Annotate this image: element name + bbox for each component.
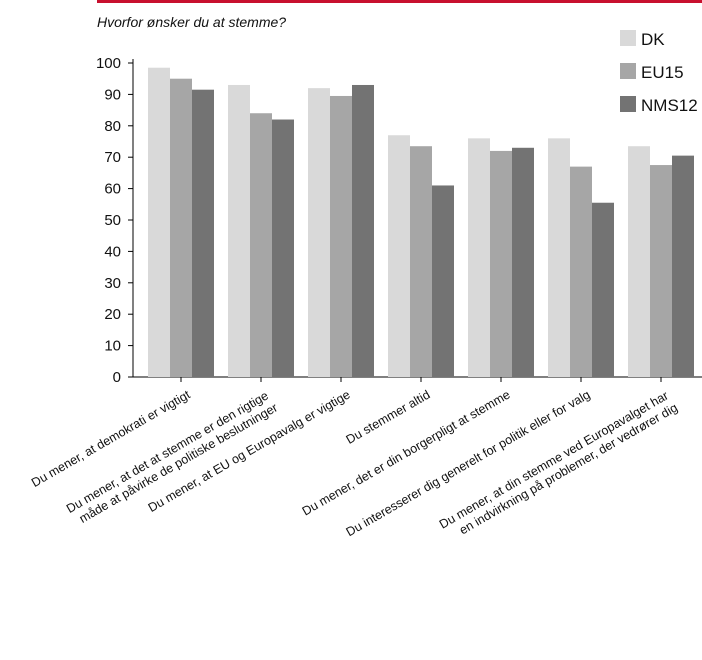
bar [570, 166, 592, 377]
bar [352, 84, 374, 377]
bar [170, 78, 192, 377]
bar [468, 138, 490, 377]
y-tick-label: 30 [104, 275, 121, 292]
legend-label: EU15 [641, 63, 684, 82]
bar [628, 146, 650, 377]
legend-label: NMS12 [641, 96, 698, 115]
bar [548, 138, 570, 377]
bar [512, 147, 534, 377]
y-tick-label: 0 [113, 369, 121, 386]
bar [650, 165, 672, 377]
y-tick-label: 50 [104, 212, 121, 229]
legend-swatch [620, 63, 636, 79]
bar [432, 185, 454, 377]
bar [410, 146, 432, 377]
top-rule [97, 0, 702, 3]
bar [250, 113, 272, 378]
bar [148, 67, 170, 378]
legend-swatch [620, 30, 636, 46]
bar [490, 150, 512, 377]
bar [592, 202, 614, 377]
y-tick-label: 10 [104, 338, 121, 355]
bar [308, 88, 330, 378]
y-tick-label: 40 [104, 243, 121, 260]
bar [228, 84, 250, 377]
y-tick-label: 20 [104, 306, 121, 323]
bar [192, 89, 214, 377]
y-tick-label: 90 [104, 86, 121, 103]
y-tick-label: 80 [104, 118, 121, 135]
bar [388, 135, 410, 377]
bar [672, 155, 694, 377]
chart-subtitle: Hvorfor ønsker du at stemme? [97, 14, 286, 30]
bar [272, 119, 294, 378]
x-tick-label: en indvirkning på problemer, der vedrøre… [457, 400, 680, 537]
y-tick-label: 60 [104, 181, 121, 198]
y-tick-label: 100 [96, 55, 121, 72]
bar [330, 95, 352, 377]
y-tick-label: 70 [104, 149, 121, 166]
x-tick-label: måde at påvirke de politiske beslutninge… [77, 400, 280, 525]
legend-swatch [620, 96, 636, 112]
legend-label: DK [641, 30, 665, 49]
